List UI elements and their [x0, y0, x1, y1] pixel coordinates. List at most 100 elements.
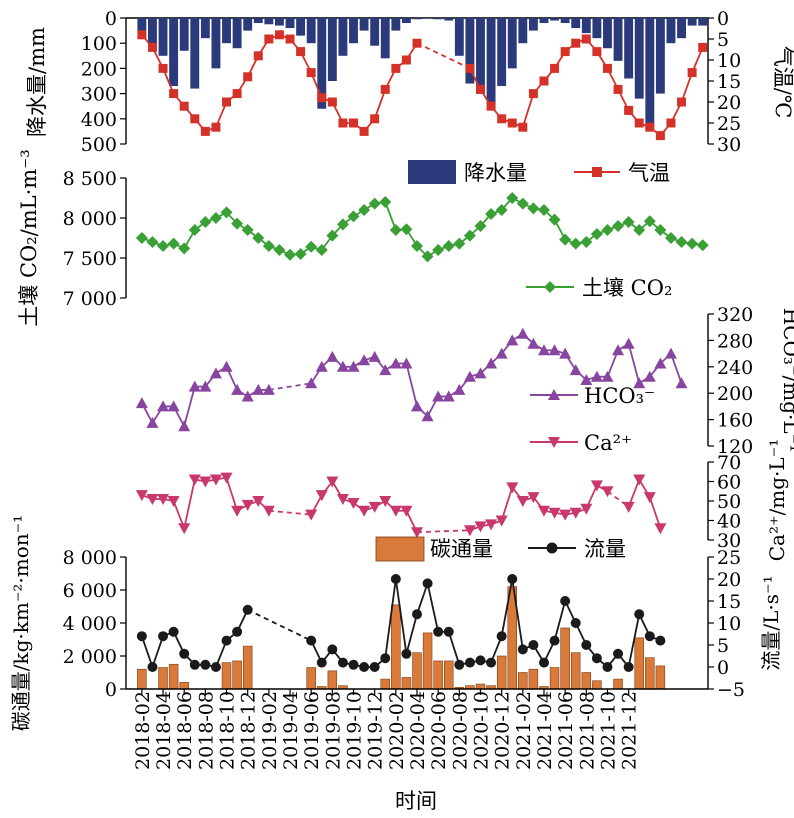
discharge-point [390, 574, 401, 584]
precip-bar [433, 18, 443, 20]
x-axis-tick-label: 2018-06 [174, 691, 196, 770]
hco3-point [495, 347, 508, 359]
ca-point [347, 497, 360, 509]
hco3-segment [627, 343, 641, 384]
carbon-flux-bar [242, 645, 253, 690]
soil-co2-point [537, 204, 550, 216]
ca-segment [225, 477, 238, 512]
x-axis-tick-label: 2020-08 [449, 691, 471, 770]
soil-co2-point [368, 197, 381, 210]
discharge-point [528, 640, 539, 650]
ca-point [601, 486, 614, 498]
precip-bar [380, 18, 390, 59]
carbon-flux-bar [613, 678, 623, 690]
soil-co2-point [358, 204, 371, 216]
discharge-point [475, 655, 486, 666]
carbon-flux-bar [528, 668, 539, 690]
temp-point [137, 30, 147, 40]
precip-y-axis-tick-label: 400 [81, 109, 117, 131]
discharge-point [380, 653, 391, 664]
precip-y-axis-tick-label: 100 [81, 33, 117, 55]
discharge-point [369, 662, 380, 672]
carbon-flux-bar [560, 627, 570, 690]
ca-point [326, 476, 339, 488]
soil-co2-point [252, 232, 265, 244]
precip-bar [603, 18, 612, 49]
discharge-point [401, 648, 412, 659]
temp-segment [680, 72, 693, 103]
soil-co2-point [580, 236, 593, 248]
discharge-segment [141, 635, 154, 668]
discharge-segment [511, 578, 524, 650]
hco3-point [358, 354, 371, 366]
hco3-point [516, 327, 529, 339]
ca-point [654, 523, 667, 535]
hco3-point [411, 400, 423, 412]
discharge-point [232, 626, 243, 637]
ca-point [135, 490, 148, 502]
hco3-y-axis-tick-label: 240 [717, 357, 753, 379]
soil-co2-point [273, 244, 286, 256]
hco3-point [167, 400, 180, 412]
ca-point [389, 505, 402, 517]
precip-bar [698, 18, 708, 26]
precip-bar [497, 18, 507, 87]
hco3-point [442, 390, 455, 402]
carbon-flux-y-axis-tick-label: 2 000 [63, 646, 117, 668]
temp-point [539, 76, 549, 86]
soil-co2-point [527, 202, 540, 215]
hco3-point [580, 374, 593, 385]
x-axis-tick-label: 2018-12 [238, 691, 260, 770]
discharge-point [337, 657, 348, 668]
precip-bar [274, 18, 284, 26]
ca-y-axis-tick-label: 60 [717, 472, 741, 494]
temp-point [359, 126, 369, 136]
temp-point [465, 63, 475, 73]
temp-point [412, 38, 422, 48]
discharge-point [560, 596, 571, 606]
temp-point [232, 89, 242, 99]
soil-co2-point [199, 216, 212, 228]
precip-bar [539, 18, 549, 24]
soil-co2-point [411, 240, 423, 252]
discharge-point [189, 659, 200, 670]
ca-y-axis-tick-label: 50 [717, 491, 741, 513]
ca-point [516, 496, 529, 507]
precip-bar [592, 18, 602, 39]
carbon-flux-bar [158, 667, 168, 690]
ca-point [463, 525, 476, 537]
soil-co2-point [474, 220, 487, 232]
ca-point [209, 474, 222, 486]
ca-point [336, 494, 349, 506]
ca-point [220, 472, 233, 484]
soil-co2-y-axis-tick-label: 7 000 [63, 288, 117, 310]
carbon-flux-bar [634, 637, 644, 690]
precip-bar [476, 18, 485, 94]
soil-co2-point [643, 215, 656, 228]
hco3-y-axis-tick-label: 160 [717, 410, 753, 432]
precip-bar [507, 18, 517, 69]
discharge-point [623, 662, 634, 672]
temp-point [200, 126, 210, 136]
temp-point [317, 93, 327, 103]
soil-co2-point [336, 218, 349, 231]
temp-y-axis-tick-label: 15 [717, 71, 741, 93]
hco3-point [527, 337, 540, 349]
discharge-point [168, 626, 179, 637]
carbon-flux-bar [232, 660, 242, 690]
temp-point [571, 38, 581, 48]
soil-co2-point [601, 224, 614, 236]
temp-point [602, 63, 612, 73]
temp-point [497, 114, 507, 124]
temp-point [169, 89, 179, 99]
discharge-segment [384, 578, 397, 659]
temp-point [528, 89, 538, 99]
soil-co2-point [432, 244, 445, 256]
hco3-point [569, 364, 582, 376]
carbon-flux-bar [518, 672, 528, 690]
precip-bar [169, 18, 179, 87]
discharge-point [158, 631, 169, 642]
hco3-point [231, 383, 244, 395]
x-axis-title: 时间 [395, 789, 437, 813]
temp-point [698, 42, 708, 52]
